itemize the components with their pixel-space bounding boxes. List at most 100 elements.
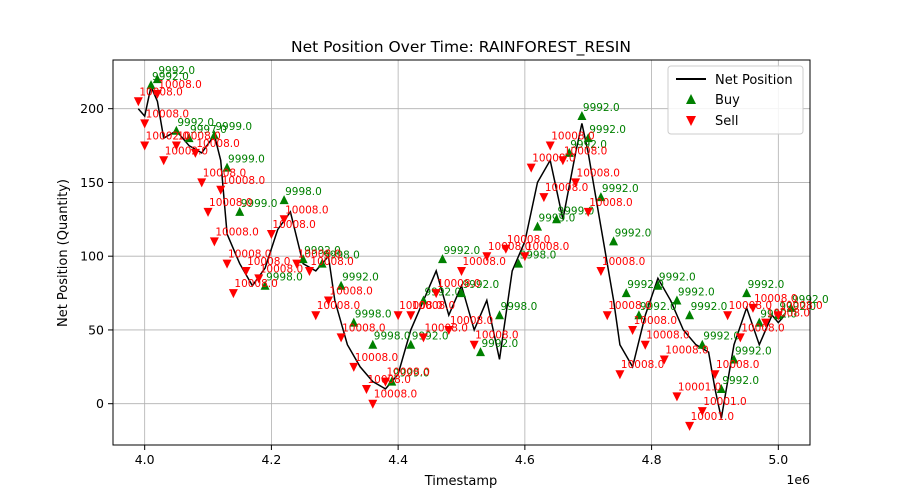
sell-marker	[672, 392, 682, 402]
sell-marker	[380, 377, 390, 387]
buy-marker	[184, 133, 194, 143]
data-layer: 9992.09992.09992.09997.09999.09999.09999…	[133, 65, 829, 431]
sell-price-label: 10008.0	[779, 300, 822, 312]
sell-price-label: 10008.0	[285, 204, 328, 216]
buy-marker	[495, 310, 505, 320]
buy-marker	[742, 288, 752, 298]
sell-marker	[311, 311, 321, 321]
buy-marker	[754, 317, 764, 327]
buy-marker	[476, 347, 486, 357]
buy-marker	[685, 310, 695, 320]
x-tick-label: 4.6	[515, 452, 535, 467]
sell-price-label: 10008.0	[234, 278, 277, 290]
sell-price-label: 10008.0	[488, 241, 531, 253]
sell-price-label: 10008.0	[222, 175, 265, 187]
sell-price-label: 10008.0	[412, 300, 455, 312]
sell-price-label: 10008.0	[646, 330, 689, 342]
sell-price-label: 10008.0	[741, 322, 784, 334]
buy-price-label: 9992.0	[703, 331, 740, 343]
sell-price-label: 10008.0	[463, 256, 506, 268]
sell-price-label: 10008.0	[203, 167, 246, 179]
buy-price-label: 9992.0	[748, 279, 785, 291]
buy-price-label: 9992.0	[570, 139, 607, 151]
sell-marker	[558, 156, 568, 166]
buy-marker	[729, 354, 739, 364]
sell-price-label: 10008.0	[526, 241, 569, 253]
sell-price-label: 10008.0	[564, 145, 607, 157]
buy-marker	[209, 130, 219, 140]
sell-price-label: 10008.0	[754, 293, 797, 305]
sell-marker	[203, 207, 213, 217]
sell-price-label: 10008.0	[310, 256, 353, 268]
sell-marker	[710, 370, 720, 380]
buy-price-label: 9992.0	[659, 272, 696, 284]
buy-price-label: 9997.0	[190, 124, 227, 136]
sell-marker	[723, 311, 733, 321]
sell-marker	[526, 163, 536, 173]
sell-marker	[197, 178, 207, 188]
sell-marker	[190, 148, 200, 158]
buy-price-label: 9992.0	[602, 183, 639, 195]
sell-marker	[571, 178, 581, 188]
buy-marker	[609, 236, 619, 246]
sell-marker	[431, 289, 441, 299]
buy-marker	[406, 339, 416, 349]
sell-price-label: 10008.0	[399, 300, 442, 312]
legend-label-net-position: Net Position	[715, 73, 793, 88]
buy-price-label: 9999.0	[393, 368, 430, 380]
sell-price-label: 10008.0	[342, 322, 385, 334]
y-axis-label: Net Position (Quantity)	[56, 179, 71, 327]
buy-price-label: 9992.0	[722, 375, 759, 387]
sell-price-label: 10008.0	[608, 300, 651, 312]
buy-marker	[387, 376, 397, 386]
buy-price-label: 9992.0	[304, 245, 341, 257]
buy-marker	[336, 280, 346, 290]
sell-marker	[336, 333, 346, 343]
sell-price-label: 10008.0	[665, 344, 708, 356]
sell-price-label: 10002.0	[146, 131, 189, 143]
y-tick-label: 150	[80, 175, 104, 190]
sell-marker	[628, 325, 638, 335]
sell-marker	[361, 384, 371, 394]
sell-marker	[583, 207, 593, 217]
buy-marker	[368, 339, 378, 349]
sell-marker	[254, 274, 264, 284]
legend-box	[667, 65, 804, 135]
buy-marker	[716, 383, 726, 393]
legend-buy-swatch	[686, 94, 696, 104]
buy-price-label: 9999.0	[241, 198, 278, 210]
y-tick-label: 200	[80, 101, 104, 116]
buy-price-label: 9998.0	[266, 272, 303, 284]
sell-marker	[748, 303, 758, 313]
buy-marker	[317, 258, 327, 268]
buy-marker	[577, 111, 587, 121]
buy-marker	[146, 80, 156, 90]
sell-price-label: 10008.0	[158, 79, 201, 91]
sell-price-label: 10008.0	[634, 315, 677, 327]
sell-price-label: 10008.0	[602, 256, 645, 268]
sell-price-label: 10008.0	[450, 315, 493, 327]
buy-price-label: 9992.0	[640, 301, 677, 313]
sell-price-label: 10001.0	[703, 396, 746, 408]
sell-marker	[457, 266, 466, 276]
sell-price-label: 10008.0	[545, 182, 588, 194]
buy-price-label: 9992.0	[583, 102, 620, 114]
y-tick-label: 0	[96, 396, 104, 411]
axes: 4.0 4.2 4.4 4.6 4.8 5.0 0 50 100 150 200	[80, 101, 788, 467]
sell-marker	[469, 340, 479, 350]
x-tick-label: 5.0	[768, 452, 788, 467]
sell-marker	[304, 266, 314, 276]
buy-marker	[583, 133, 593, 143]
sell-marker	[349, 362, 359, 372]
buy-price-label: 9992.0	[463, 279, 500, 291]
sell-price-label: 10008.0	[374, 389, 417, 401]
y-tick-label: 50	[88, 322, 104, 337]
sell-price-label: 10008.0	[329, 285, 372, 297]
sell-marker	[159, 156, 169, 166]
buy-marker	[279, 195, 289, 205]
sell-marker	[640, 340, 650, 350]
buy-price-label: 9992.0	[735, 345, 772, 357]
sell-price-label: 10008.0	[551, 131, 594, 143]
x-tick-label: 4.0	[135, 452, 155, 467]
buy-marker	[653, 280, 663, 290]
